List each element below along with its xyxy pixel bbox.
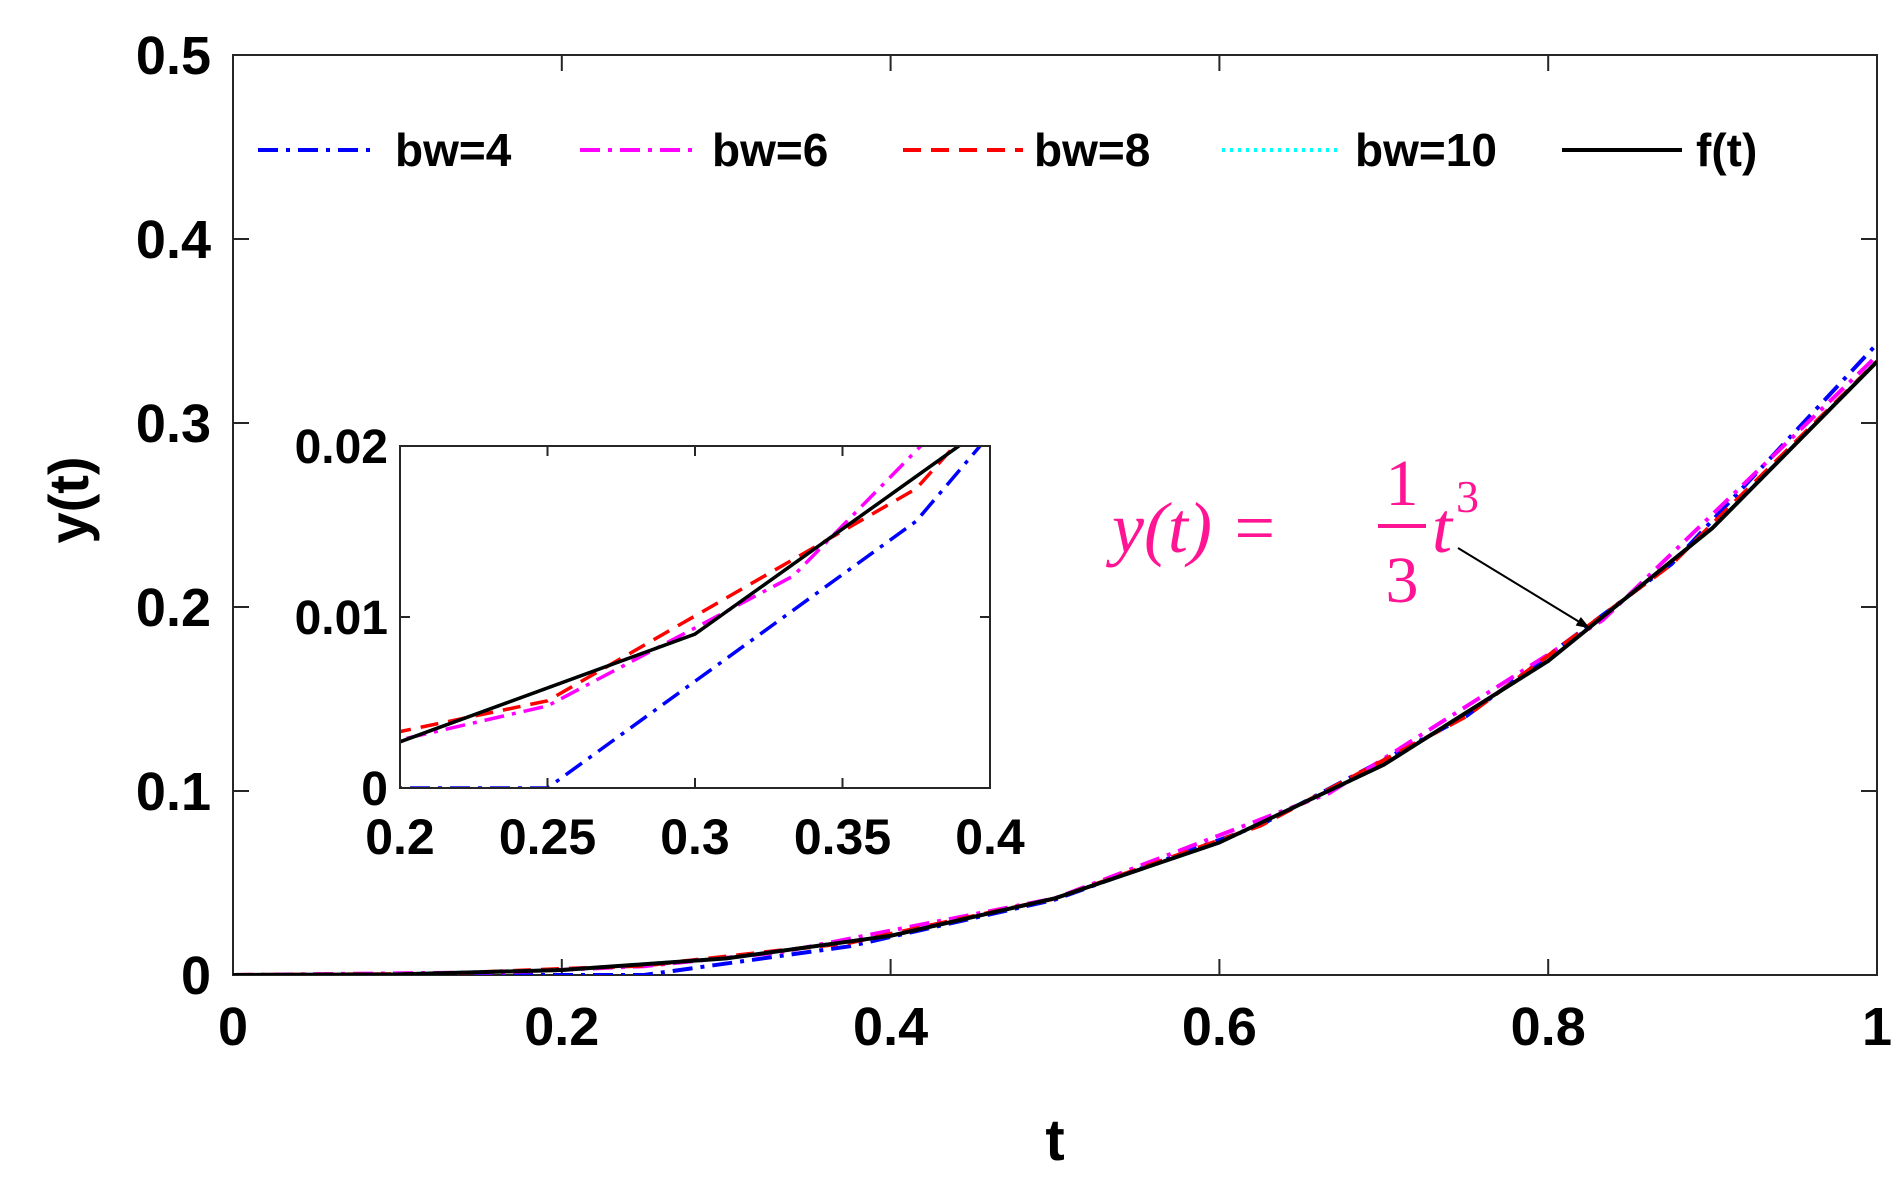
x-tick-label: 0.4 [853,997,928,1057]
series-line-bw-4 [400,446,983,788]
legend-label: bw=8 [1034,124,1150,176]
main-plot-series [233,342,1877,975]
y-axis-label: y(t) [37,456,100,543]
y-tick-label: 0.1 [136,762,211,822]
inset-axis-ticks: 0.2 0.25 0.3 0.35 0.4 0 0.01 0.02 [295,421,1025,865]
legend: bw=4 bw=6 bw=8 bw=10 f(t) [258,124,1757,176]
inset-x-tick-label: 0.25 [499,809,596,865]
y-tick-label: 0.3 [136,394,211,454]
legend-label: bw=4 [395,124,512,176]
series-line-f-t- [233,360,1877,975]
inset-y-tick-label: 0.02 [295,421,388,474]
inset-plot-series [400,446,983,788]
y-tick-label: 0.4 [136,210,211,270]
main-axis-ticks: 0 0.2 0.4 0.6 0.8 100.10.20.30.40.5 [136,26,1892,1057]
legend-label: bw=6 [712,124,828,176]
y-tick-label: 0 [181,946,211,1006]
equation-variable: t [1432,488,1454,568]
inset-y-tick-label: 0.01 [295,592,388,645]
x-tick-label: 0.6 [1182,997,1257,1057]
inset-x-tick-label: 0.2 [365,809,435,865]
inset-x-tick-label: 0.3 [660,809,730,865]
main-axes-frame [232,54,1878,976]
inset-x-tick-label: 0.35 [794,809,891,865]
inset-x-tick-label: 0.4 [955,809,1025,865]
annotation-arrow [1457,547,1591,629]
equation-numerator: 1 [1386,447,1419,520]
y-tick-label: 0.2 [136,578,211,638]
inset-y-tick-label: 0 [361,763,388,816]
legend-label: bw=10 [1355,124,1497,176]
x-tick-label: 1 [1862,997,1892,1057]
x-tick-label: 0.8 [1511,997,1586,1057]
x-tick-label: 0 [218,997,248,1057]
y-tick-label: 0.5 [136,26,211,86]
equation-lhs: y(t) = [1105,488,1279,568]
x-tick-label: 0.2 [524,997,599,1057]
inset-background [400,446,990,788]
equation-exponent: 3 [1456,471,1479,522]
legend-label: f(t) [1696,124,1757,176]
equation-denominator: 3 [1386,544,1419,617]
equation-annotation: y(t) = 1 3 t 3 [1105,447,1591,629]
x-axis-label: t [1045,1108,1064,1173]
